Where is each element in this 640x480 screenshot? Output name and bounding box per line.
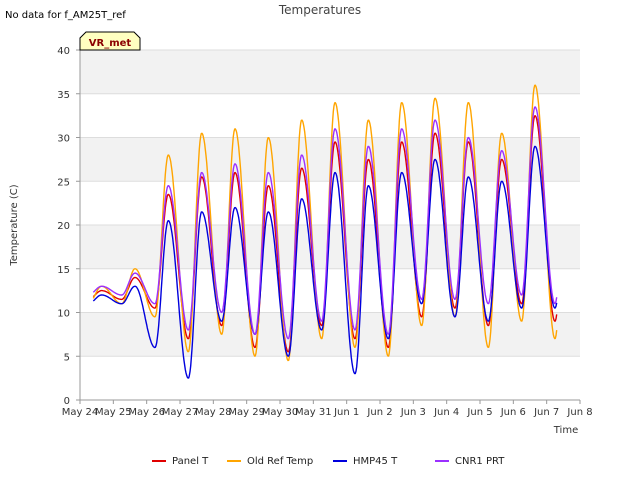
y-tick-label: 25 <box>57 177 70 188</box>
series-line-hmp45-t <box>92 145 558 379</box>
y-axis-title: Temperature (C) <box>9 184 20 266</box>
legend: Panel T Old Ref Temp HMP45 T CNR1 PRT <box>152 456 505 467</box>
y-tick-label: 0 <box>64 396 70 407</box>
x-axis-title: Time <box>553 425 578 436</box>
legend-label: HMP45 T <box>353 456 398 467</box>
no-data-note: No data for f_AM25T_ref <box>5 10 126 21</box>
legend-label: CNR1 PRT <box>455 456 505 467</box>
y-tick-label: 30 <box>57 134 70 145</box>
y-axis-ticks: 0 5 10 15 20 25 30 35 40 <box>57 46 80 407</box>
x-tick-label: Jun 3 <box>400 407 426 418</box>
background-bands <box>80 50 580 357</box>
x-tick-label: May 26 <box>128 407 165 418</box>
legend-label: Old Ref Temp <box>247 456 313 467</box>
x-tick-label: Jun 8 <box>566 407 592 418</box>
badge-shape <box>79 31 141 51</box>
x-tick-label: May 25 <box>95 407 132 418</box>
x-tick-label: May 27 <box>162 407 199 418</box>
vr-met-badge: VR_met <box>79 31 141 51</box>
background-band <box>80 312 580 357</box>
x-tick-label: May 24 <box>62 407 99 418</box>
x-tick-label: May 28 <box>195 407 232 418</box>
series-line-cnr1-prt <box>92 106 558 340</box>
legend-label: Panel T <box>172 456 209 467</box>
y-tick-label: 10 <box>57 309 70 320</box>
y-tick-label: 5 <box>64 352 70 363</box>
x-tick-label: Jun 1 <box>333 407 359 418</box>
x-tick-label: Jun 5 <box>466 407 492 418</box>
background-band <box>80 50 580 94</box>
x-tick-label: Jun 6 <box>500 407 526 418</box>
y-tick-label: 15 <box>57 265 70 276</box>
x-tick-label: Jun 2 <box>366 407 392 418</box>
x-tick-label: May 29 <box>228 407 265 418</box>
x-tick-label: Jun 4 <box>433 407 459 418</box>
y-tick-label: 35 <box>57 90 70 101</box>
badge-label: VR_met <box>89 38 132 49</box>
x-tick-label: Jun 7 <box>533 407 559 418</box>
y-tick-label: 20 <box>57 221 70 232</box>
chart-title: Temperatures <box>278 3 361 17</box>
series-layer <box>92 84 558 379</box>
y-tick-label: 40 <box>57 46 70 57</box>
x-tick-label: May 31 <box>295 407 332 418</box>
x-tick-label: May 30 <box>262 407 299 418</box>
